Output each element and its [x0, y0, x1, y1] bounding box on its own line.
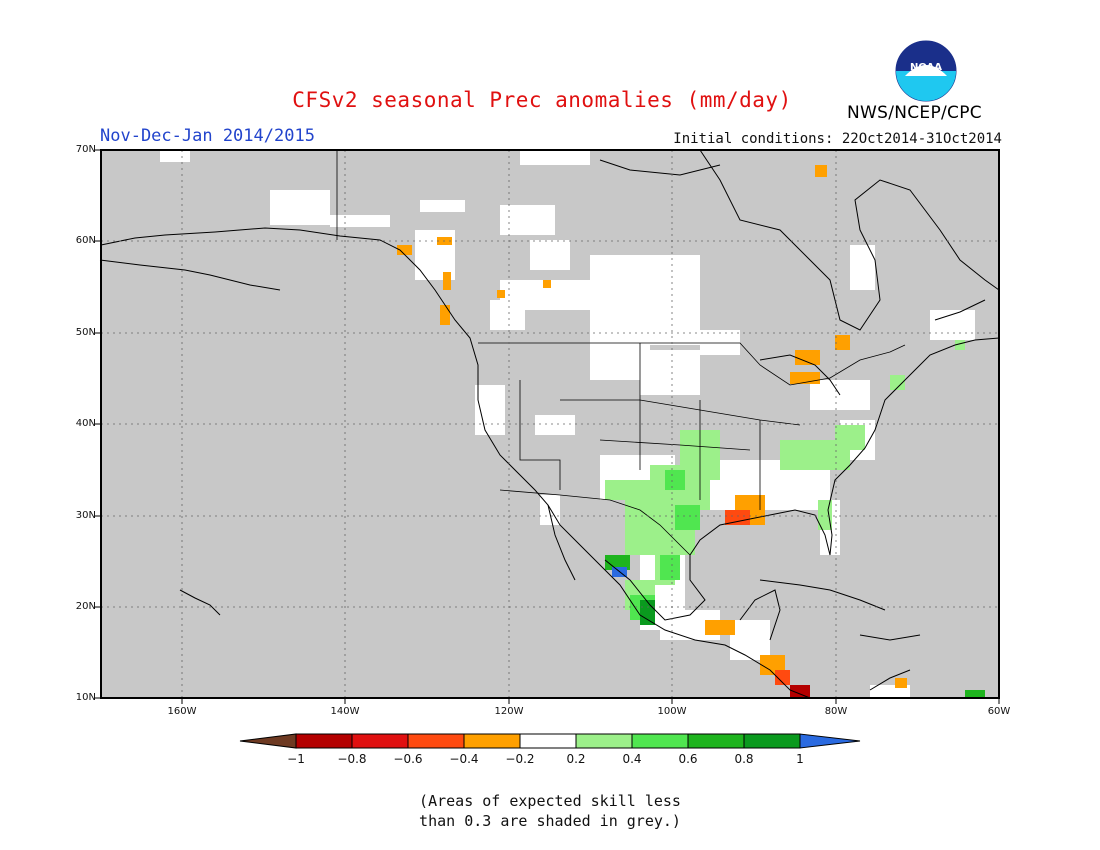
colorbar-label: 0.6 — [678, 752, 698, 766]
colorbar-segment — [295, 733, 353, 749]
colorbar-label: 0.8 — [734, 752, 754, 766]
colorbar — [239, 733, 861, 749]
political-boundaries — [336, 150, 906, 556]
lat-label: 60N — [75, 235, 96, 246]
lon-label: 60W — [987, 706, 1011, 717]
colorbar-segment — [575, 733, 633, 749]
colorbar-segment — [687, 733, 745, 749]
colorbar-label: −1 — [287, 752, 305, 766]
skill-note-line2: than 0.3 are shaded in grey.) — [419, 812, 681, 830]
chart-title-text: CFSv2 seasonal Prec anomalies (mm/day) — [292, 88, 792, 112]
colorbar-label: −0.2 — [505, 752, 535, 766]
colorbar-label: −0.8 — [337, 752, 367, 766]
neutral-areas — [160, 150, 975, 698]
lat-label: 20N — [75, 601, 96, 612]
map-frame — [100, 149, 1000, 699]
lon-label: 100W — [657, 706, 687, 717]
skill-note-line1: (Areas of expected skill less — [419, 792, 681, 810]
colorbar-label: 1 — [796, 752, 804, 766]
lon-label: 140W — [330, 706, 360, 717]
colorbar-label: −0.4 — [449, 752, 479, 766]
lat-label: 30N — [75, 510, 96, 521]
lat-label: 40N — [75, 418, 96, 429]
forecast-period: Nov-Dec-Jan 2014/2015 — [100, 126, 315, 146]
colorbar-segment — [407, 733, 465, 749]
colorbar-segment — [351, 733, 409, 749]
lon-label: 80W — [824, 706, 848, 717]
coastlines — [99, 149, 1000, 699]
logo-text: NOAA — [910, 62, 942, 73]
lat-label: 10N — [75, 692, 96, 703]
wet-anomalies — [605, 340, 985, 698]
colorbar-label: 0.2 — [566, 752, 586, 766]
lon-label: 160W — [167, 706, 197, 717]
colorbar-label: 0.4 — [622, 752, 642, 766]
lat-label: 70N — [75, 144, 96, 155]
colorbar-segment — [631, 733, 689, 749]
lat-label: 50N — [75, 327, 96, 338]
lon-label: 120W — [494, 706, 524, 717]
colorbar-label: −0.6 — [393, 752, 423, 766]
graticule — [101, 150, 999, 698]
initial-conditions: Initial conditions: 22Oct2014-31Oct2014 — [673, 131, 1002, 147]
colorbar-segment — [743, 733, 801, 749]
colorbar-arrow-high — [799, 733, 861, 749]
chart-title: CFSv2 seasonal Prec anomalies (mm/day) — [0, 88, 1100, 112]
noaa-logo: NOAA — [895, 40, 957, 102]
colorbar-segment — [519, 733, 577, 749]
colorbar-segment — [463, 733, 521, 749]
organization-label: NWS/NCEP/CPC — [847, 103, 982, 123]
colorbar-arrow-low — [239, 733, 297, 749]
